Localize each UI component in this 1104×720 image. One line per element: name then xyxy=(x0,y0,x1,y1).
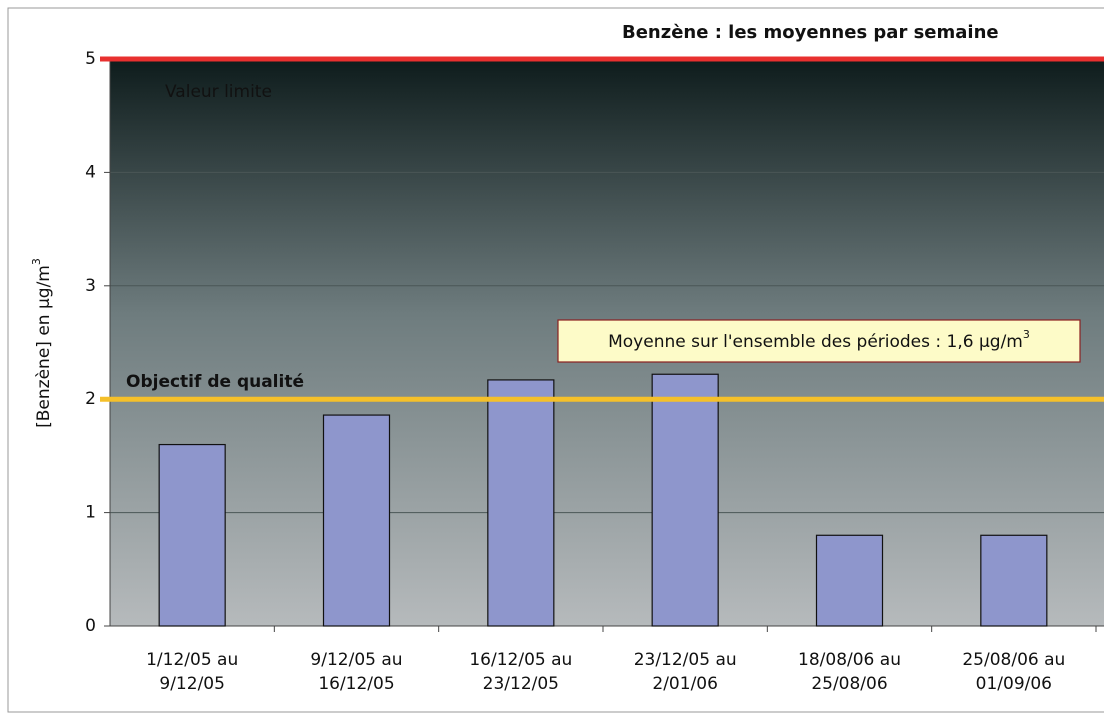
y-tick-label: 5 xyxy=(85,49,96,69)
x-tick-label: 23/12/05 au xyxy=(634,650,737,670)
annotation: Moyenne sur l'ensemble des périodes : 1,… xyxy=(608,328,1030,352)
y-axis-label-sup: 3 xyxy=(30,258,43,265)
annotation-text: Moyenne sur l'ensemble des périodes : 1,… xyxy=(608,332,1023,352)
bar xyxy=(815,534,884,627)
reference-label: Objectif de qualité xyxy=(126,372,304,392)
bar xyxy=(487,379,555,627)
x-tick-label: 25/08/06 au xyxy=(962,650,1065,670)
y-tick-label: 4 xyxy=(85,162,96,182)
annotation-box xyxy=(557,319,1081,363)
x-tick-label: 1/12/05 au xyxy=(146,650,238,670)
reference-label: Valeur limite xyxy=(165,82,272,102)
x-tick-label: 18/08/06 au xyxy=(798,650,901,670)
bar xyxy=(158,443,226,627)
x-tick-label: 23/12/05 xyxy=(483,674,559,694)
bar xyxy=(651,373,719,627)
y-tick-label: 2 xyxy=(85,389,96,409)
y-axis-label: [Benzène] en µg/m3 xyxy=(30,258,54,428)
y-tick-label: 1 xyxy=(85,503,96,523)
x-tick-label: 9/12/05 au xyxy=(310,650,402,670)
bar xyxy=(322,414,391,627)
x-tick-label: 16/12/05 xyxy=(318,674,394,694)
bar xyxy=(980,534,1048,627)
chart-title: Benzène : les moyennes par semaine xyxy=(622,22,999,43)
y-axis-label-text: [Benzène] en µg/m xyxy=(34,265,54,428)
y-tick-label: 3 xyxy=(85,276,96,296)
x-tick-label: 16/12/05 au xyxy=(469,650,572,670)
y-tick-label: 0 xyxy=(85,616,96,636)
x-tick-label: 25/08/06 xyxy=(811,674,887,694)
x-tick-label: 01/09/06 xyxy=(976,674,1052,694)
x-tick-label: 2/01/06 xyxy=(652,674,718,694)
x-tick-label: 9/12/05 xyxy=(159,674,225,694)
annotation-sup: 3 xyxy=(1023,328,1030,341)
